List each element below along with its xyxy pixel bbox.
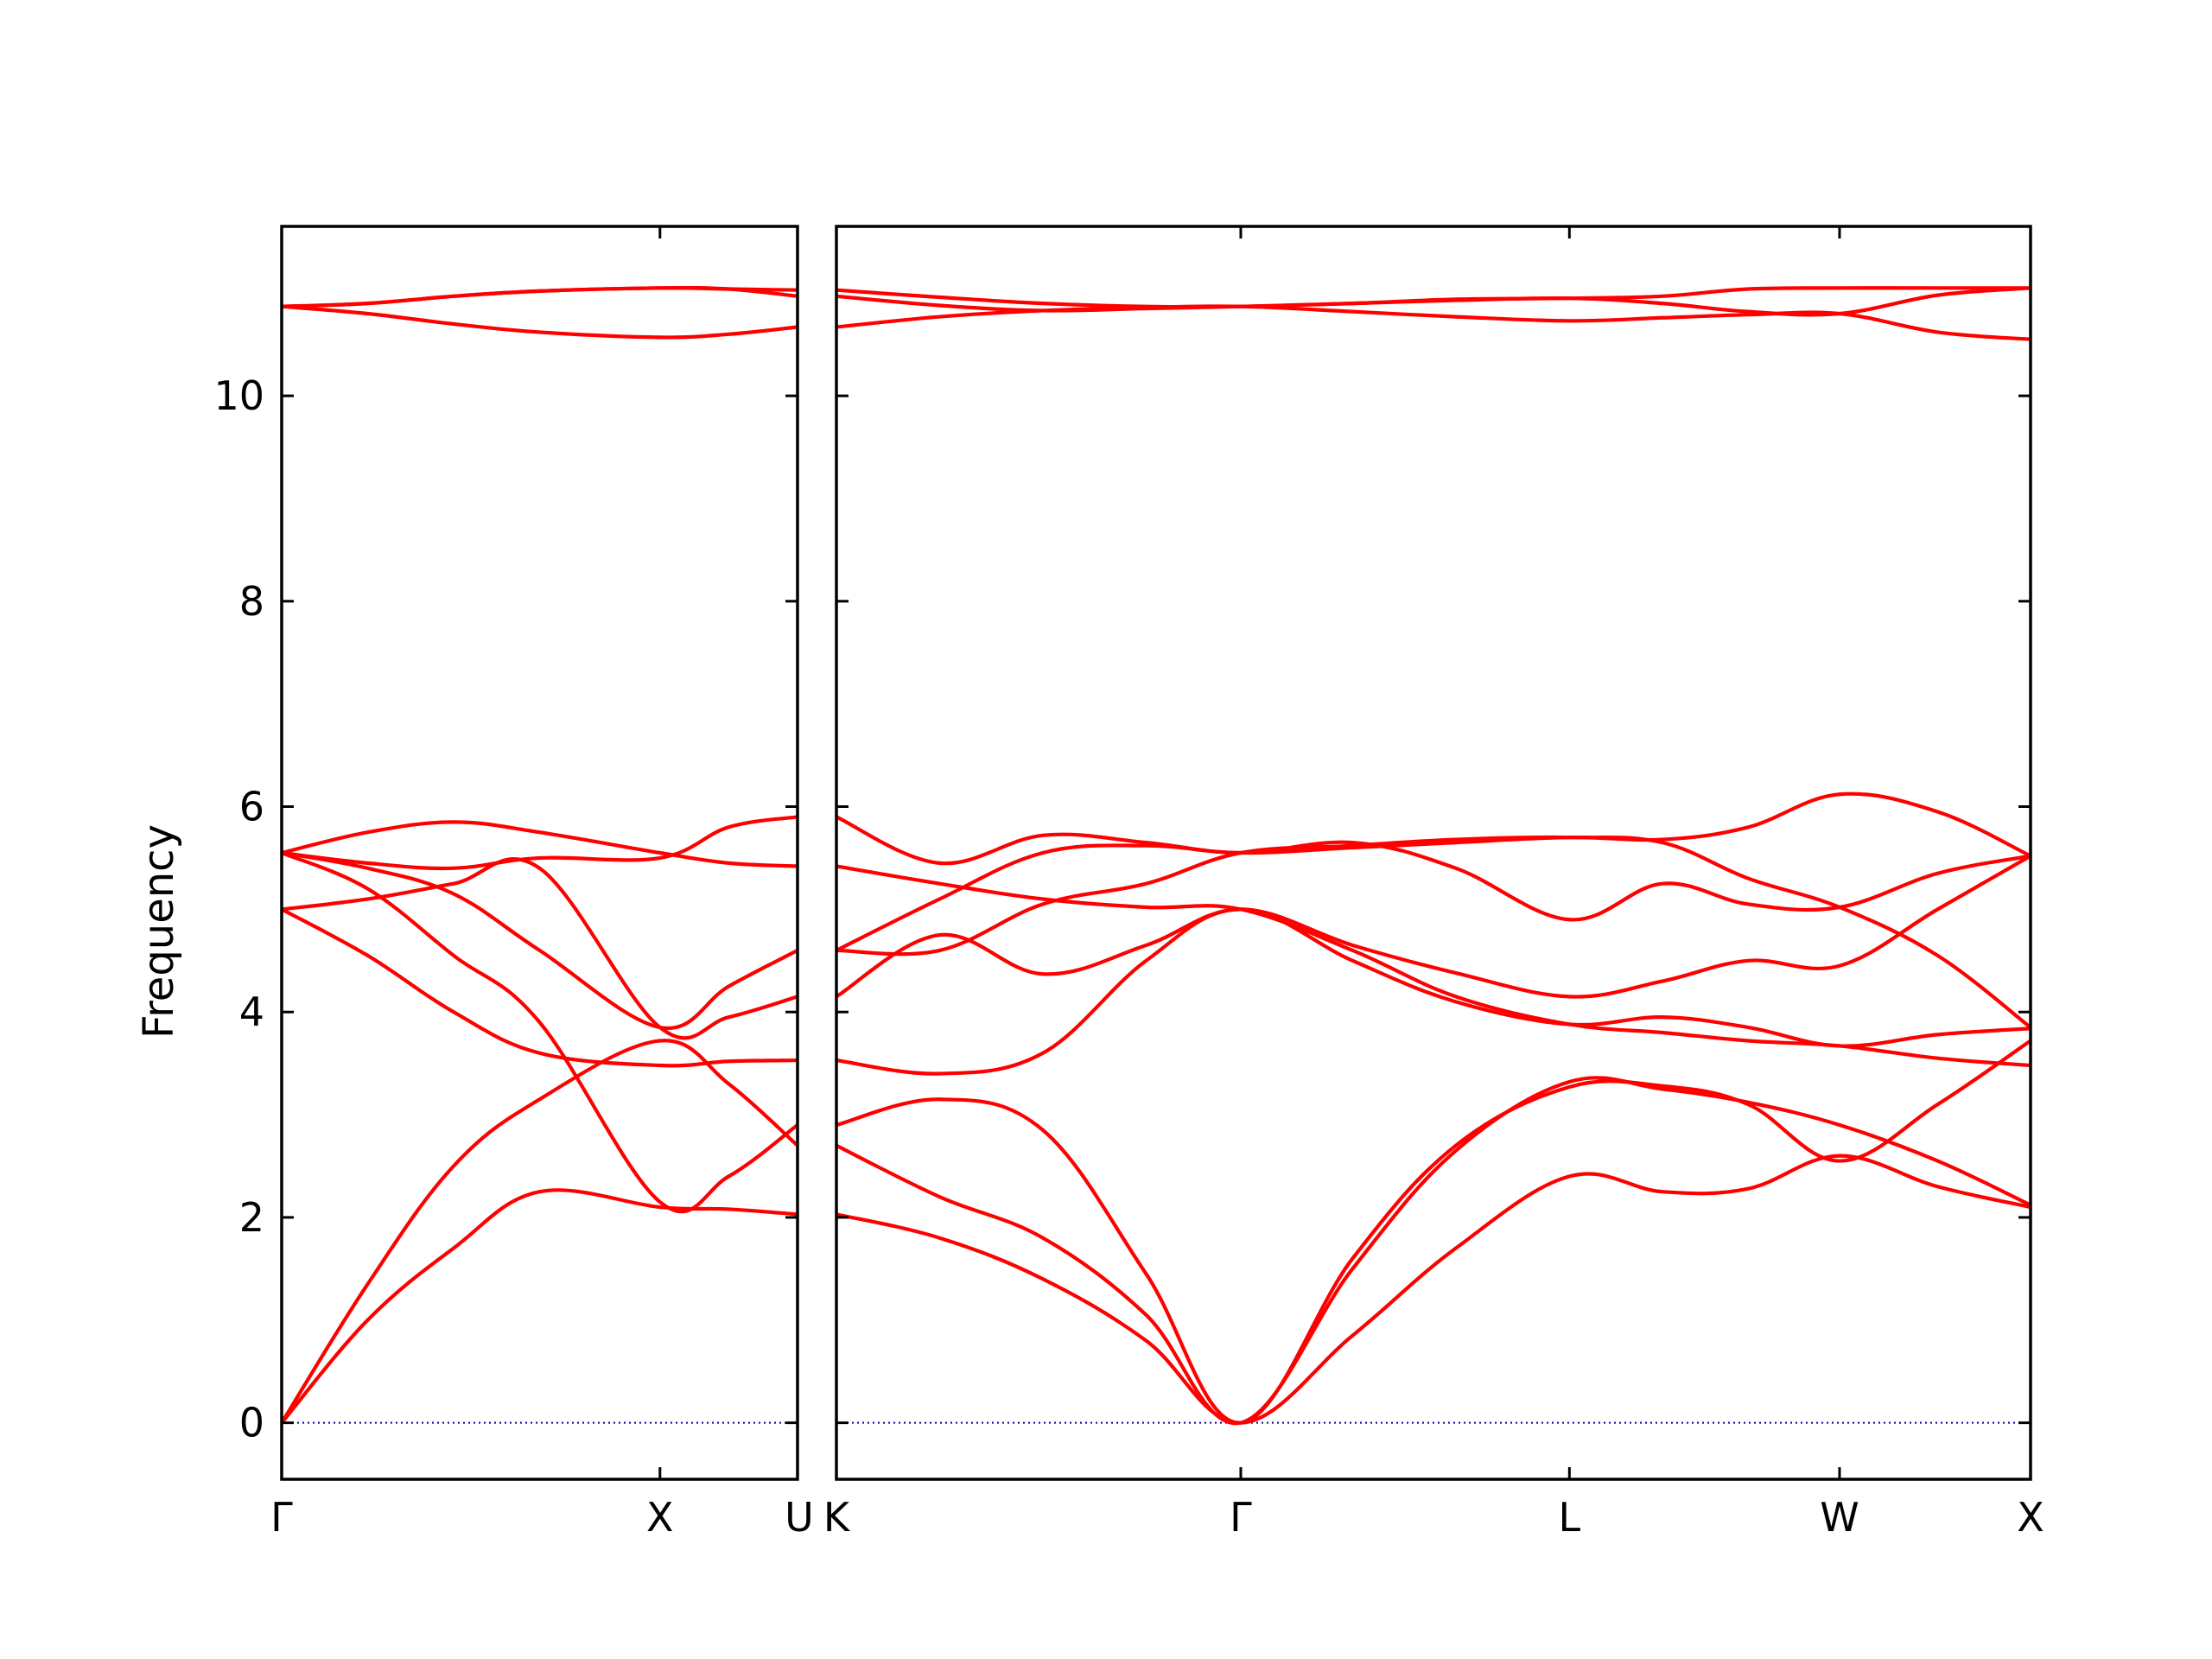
band-lines (836, 286, 2031, 1426)
band-line-7 (282, 850, 798, 1031)
x-tick-label: U (785, 1494, 814, 1541)
y-tick-label: 4 (239, 988, 264, 1035)
x-tick-label: L (1558, 1494, 1580, 1541)
plot-panels: 0 2 4 6 8 10 Γ X U K Γ L W X (213, 225, 2044, 1541)
x-tick-label: Γ (270, 1494, 293, 1541)
panel-frame (280, 225, 799, 1481)
band-line-6 (282, 820, 798, 868)
panel-frame (835, 225, 2032, 1481)
y-axis-label: Frequency (135, 824, 183, 1039)
band-line-3 (282, 907, 798, 1068)
band-line-7 (836, 864, 2031, 1068)
band-line-1 (282, 1188, 798, 1425)
band-line-4 (282, 850, 798, 1214)
band-line-5 (836, 854, 2031, 999)
band-line-2 (836, 1076, 2031, 1426)
y-tick-label: 8 (239, 578, 264, 625)
band-line-12 (836, 286, 2031, 309)
y-tick-label: 2 (239, 1194, 264, 1241)
band-line-5 (282, 856, 798, 1040)
y-tick-label: 0 (239, 1400, 264, 1446)
band-line-4 (836, 907, 2031, 1076)
x-tick-label: K (823, 1494, 851, 1541)
y-tick-label: 6 (239, 784, 264, 830)
x-tick-label: Γ (1230, 1494, 1252, 1541)
x-tick-label: W (1820, 1494, 1859, 1541)
band-line-6 (836, 835, 2031, 1030)
y-tick-label: 10 (213, 372, 264, 419)
band-line-9 (836, 815, 2031, 922)
band-line-11 (282, 286, 798, 308)
band-line-8 (282, 815, 798, 871)
band-line-1 (836, 1154, 2031, 1425)
x-tick-label: X (646, 1494, 674, 1541)
band-line-9 (282, 304, 798, 340)
panel-1: 0 2 4 6 8 10 Γ X U (213, 225, 814, 1541)
band-line-3 (836, 1039, 2031, 1425)
band-line-8 (836, 791, 2031, 953)
x-tick-label: X (2017, 1494, 2044, 1541)
band-lines (282, 285, 798, 1425)
band-line-2 (282, 1039, 798, 1425)
